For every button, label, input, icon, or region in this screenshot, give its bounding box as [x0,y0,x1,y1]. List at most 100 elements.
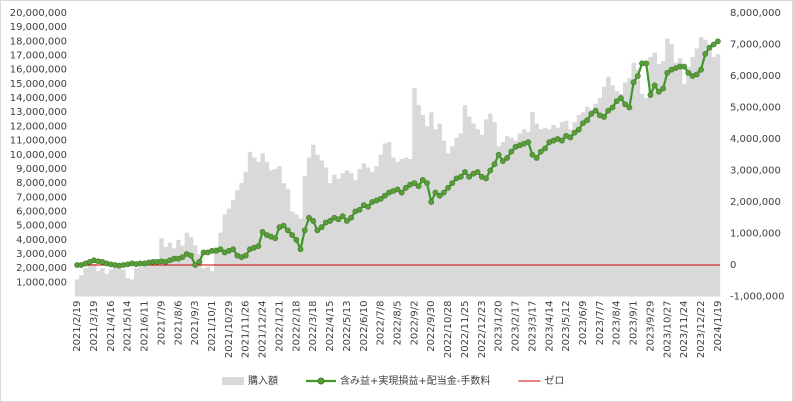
bar [327,183,333,297]
bar [129,279,135,297]
y-tick-label: 9,000,000 [16,164,67,175]
line-marker [626,104,633,111]
bar [408,159,413,297]
y-tick-label: 3,000,000 [16,249,67,260]
bar [707,47,712,297]
bar [542,127,548,297]
line-marker [188,252,194,259]
bar [340,173,346,297]
line-marker [508,148,515,155]
y-tick-label: 7,000,000 [730,40,781,51]
bar [83,268,88,297]
line-marker [318,224,325,231]
bar [281,183,286,297]
bar [243,171,249,297]
x-tick-label: 2021/4/16 [106,301,117,352]
line-marker [542,145,548,152]
x-tick-label: 2023/12/22 [696,301,707,359]
bar [138,266,143,297]
bar [686,66,691,297]
x-tick-label: 2023/1/20 [494,301,505,352]
bar [193,245,198,297]
line-marker [230,246,236,253]
x-tick-label: 2022/9/2 [409,301,420,346]
bar [268,170,274,297]
x-tick-label: 2023/9/1 [629,301,640,346]
x-tick-label: 2021/7/9 [156,301,167,346]
bar [75,279,80,297]
line-marker [381,192,388,199]
line-marker [681,63,688,70]
bar [606,76,611,297]
bar [500,141,506,297]
line-marker [618,95,624,101]
line-marker [499,158,506,164]
y-tick-label: 1,000,000 [16,277,67,288]
bar [572,122,577,297]
line-marker [483,175,489,182]
bar [441,140,447,297]
bar [534,123,539,297]
y-tick-label: 0 [730,260,736,271]
line-marker [584,117,591,123]
bar [669,44,674,297]
bar [618,93,624,297]
bar [530,112,535,297]
bar [323,167,329,297]
line-marker [284,227,291,234]
x-tick-label: 2021/3/19 [89,301,100,352]
x-tick-label: 2022/5/13 [342,301,353,352]
line-marker [196,258,203,265]
bar [365,167,371,297]
line-marker [365,203,371,210]
x-tick-label: 2023/10/27 [662,301,673,359]
x-tick-label: 2023/6/9 [578,301,589,346]
legend-label: 購入額 [248,374,278,387]
line-marker [664,69,671,76]
bar [551,124,556,297]
line-marker [529,151,536,158]
y-tick-label: 6,000,000 [16,206,67,217]
bar [471,123,476,297]
line-marker [474,169,481,175]
bar [412,88,417,297]
y-tick-label: 15,000,000 [10,79,67,90]
bar [252,157,257,297]
bar [302,176,308,297]
bar [564,120,569,297]
bar [134,268,139,297]
x-tick-label: 2022/9/30 [426,301,437,352]
line-marker [491,161,498,168]
x-tick-label: 2022/6/10 [359,301,370,352]
bar [597,98,603,297]
bar [264,161,270,297]
bar [403,157,409,297]
bar [416,105,421,297]
bar [445,153,451,297]
x-tick-label: 2021/2/19 [72,301,83,352]
bar [648,56,653,297]
y-tick-label: 2,000,000 [16,263,67,274]
line-marker [495,151,502,158]
x-tick-label: 2021/5/14 [123,301,134,352]
bar [635,69,641,297]
line-marker [525,139,532,146]
line-marker [192,262,199,268]
bar [559,122,565,297]
line-marker [403,184,409,191]
line-marker [693,71,700,78]
line-marker [592,107,599,114]
line-marker [432,189,439,196]
bar [96,270,101,297]
bar [652,52,657,297]
line-marker [601,114,607,120]
line-marker [559,137,565,144]
x-tick-label: 2022/12/23 [477,301,488,359]
x-tick-label: 2023/5/12 [561,301,572,352]
bar [374,166,379,297]
bar [555,127,561,297]
bar [125,278,131,297]
line-marker [415,183,422,190]
bar [450,146,455,297]
